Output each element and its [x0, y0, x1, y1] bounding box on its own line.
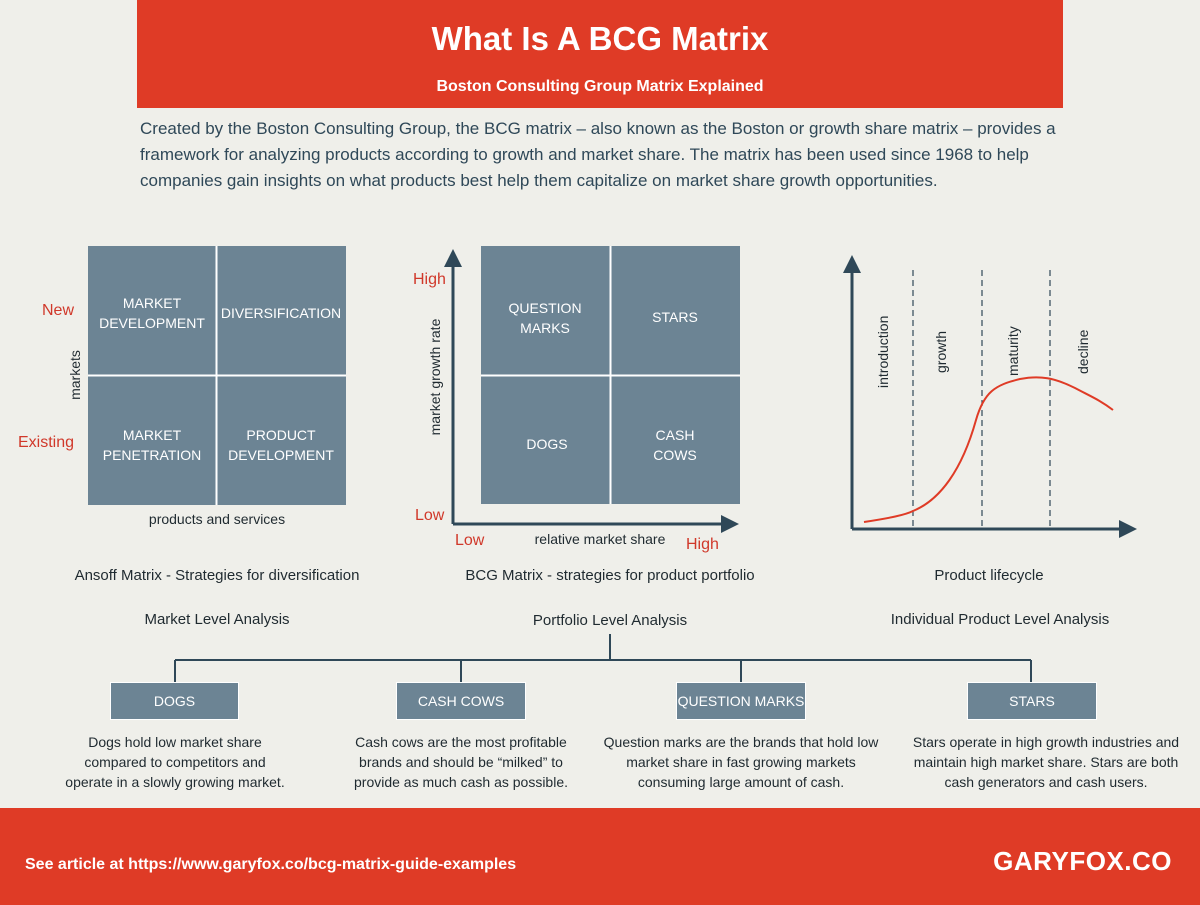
- ansoff-y-low: Existing: [18, 434, 74, 451]
- bcg-cell-dogs: DOGS: [526, 436, 567, 452]
- ansoff-cell-product-development: PRODUCT: [246, 427, 316, 443]
- bcg-x-label: relative market share: [535, 531, 666, 547]
- bcg-matrix: QUESTION MARKS STARS DOGS CASH COWS High…: [413, 246, 740, 553]
- page-title: What Is A BCG Matrix: [431, 20, 769, 57]
- stage-decline: decline: [1075, 329, 1091, 374]
- ansoff-y-high: New: [42, 302, 74, 319]
- ansoff-matrix: MARKET DEVELOPMENT DIVERSIFICATION MARKE…: [18, 246, 346, 527]
- bcg-x-low: Low: [455, 532, 485, 549]
- bcg-x-high: High: [686, 536, 719, 553]
- lifecycle-curve: [863, 376, 1114, 523]
- dogs-description: Dogs hold low market share compared to c…: [65, 734, 285, 790]
- tree-connectors: [174, 634, 1032, 682]
- ansoff-cell-market-development: MARKET: [123, 295, 182, 311]
- ansoff-cell-text: PENETRATION: [103, 447, 202, 463]
- article-link[interactable]: See article at https://www.garyfox.co/bc…: [25, 856, 517, 873]
- bcg-cell-cash-cows: CASH: [656, 427, 695, 443]
- product-lifecycle-chart: introduction growth maturity decline: [843, 255, 1137, 538]
- ansoff-x-label: products and services: [149, 511, 285, 527]
- market-level-label: Market Level Analysis: [144, 611, 290, 628]
- bcg-cell-stars: STARS: [652, 309, 698, 325]
- header-banner: What Is A BCG Matrix Boston Consulting G…: [137, 0, 1063, 108]
- ansoff-cell-diversification: DIVERSIFICATION: [221, 305, 341, 321]
- bcg-cell-text: MARKS: [520, 320, 570, 336]
- category-stars: STARS: [967, 682, 1097, 720]
- category-question-marks: QUESTION MARKS: [676, 682, 806, 720]
- portfolio-level-label: Portfolio Level Analysis: [532, 612, 688, 629]
- stage-growth: growth: [933, 331, 949, 373]
- bcg-caption: BCG Matrix - strategies for product port…: [465, 567, 755, 584]
- category-dogs: DOGS: [110, 682, 239, 720]
- bcg-y-label: market growth rate: [427, 318, 443, 435]
- ansoff-cell-text: DEVELOPMENT: [228, 447, 334, 463]
- lifecycle-caption: Product lifecycle: [934, 567, 1044, 584]
- bcg-cell-text: COWS: [653, 447, 697, 463]
- ansoff-caption: Ansoff Matrix - Strategies for diversifi…: [74, 567, 360, 584]
- bcg-cell-question-marks: QUESTION: [508, 300, 581, 316]
- ansoff-cell-market-penetration: MARKET: [123, 427, 182, 443]
- bcg-y-high: High: [413, 271, 446, 288]
- product-level-label: Individual Product Level Analysis: [890, 611, 1110, 628]
- category-cash-cows: CASH COWS: [396, 682, 526, 720]
- footer-banner: See article at https://www.garyfox.co/bc…: [0, 808, 1200, 905]
- cash-cows-description: Cash cows are the most profitable brands…: [354, 734, 568, 790]
- brand-logo: GARYFOX.CO: [993, 846, 1172, 876]
- ansoff-y-label: markets: [67, 350, 83, 400]
- ansoff-cell-text: DEVELOPMENT: [99, 315, 205, 331]
- question-marks-description: Question marks are the brands that hold …: [603, 734, 879, 790]
- page-subtitle: Boston Consulting Group Matrix Explained: [436, 78, 764, 95]
- stage-introduction: introduction: [875, 316, 891, 388]
- stage-maturity: maturity: [1005, 326, 1021, 376]
- intro-paragraph: Created by the Boston Consulting Group, …: [140, 119, 1056, 190]
- stars-description: Stars operate in high growth industries …: [912, 734, 1180, 790]
- bcg-y-low: Low: [415, 507, 445, 524]
